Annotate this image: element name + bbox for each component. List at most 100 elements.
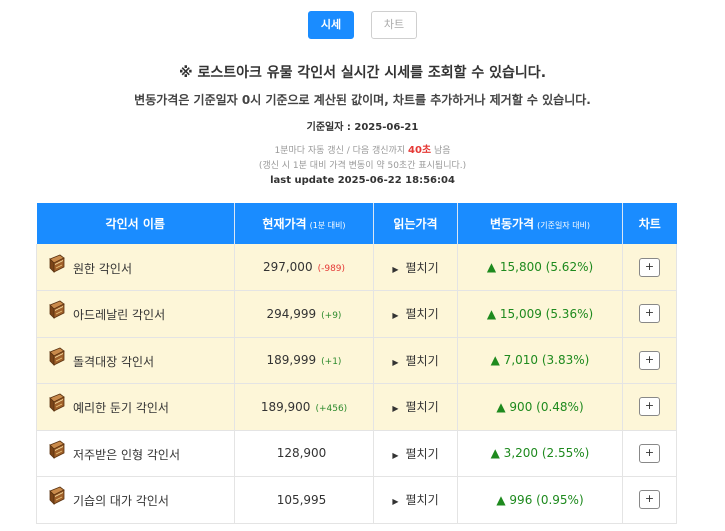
play-triangle-icon: ▶: [392, 264, 399, 274]
expand-label: 펼치기: [405, 446, 439, 461]
expand-label: 펼치기: [405, 353, 439, 368]
change-value: ▲ 900 (0.48%): [496, 399, 584, 414]
page-headline: ※ 로스트아크 유물 각인서 실시간 시세를 조회할 수 있습니다.: [178, 65, 547, 81]
cell-chart: +: [622, 244, 677, 291]
cell-name: 저주받은 인형 각인서: [36, 430, 235, 477]
header-change[interactable]: 변동가격 (기준일자 대비): [457, 203, 623, 244]
table-row: 아드레날린 각인서 294,999 (+9) ▶ 펼치기 ▲ 15,009 (5.36%)…: [36, 290, 677, 338]
tab-bar: 시세 차트: [0, 11, 725, 39]
cell-change: ▲ 996 (0.95%): [457, 476, 623, 524]
expand-toggle[interactable]: ▶ 펼치기: [392, 400, 438, 414]
current-price: 189,900: [260, 399, 311, 414]
cell-current-price: 105,995: [234, 476, 374, 524]
header-name[interactable]: 각인서 이름: [36, 203, 235, 244]
header-change-sub: (기준일자 대비): [537, 221, 591, 230]
play-triangle-icon: ▶: [392, 450, 399, 460]
current-price: 189,999: [266, 353, 317, 368]
table-row: 예리한 둔기 각인서 189,900 (+456) ▶ 펼치기 ▲ 900 (0.48%)…: [36, 383, 677, 431]
add-chart-button[interactable]: +: [639, 257, 660, 277]
change-value: ▲ 15,800 (5.62%): [486, 260, 594, 274]
cell-read-price[interactable]: ▶ 펼치기: [373, 476, 458, 524]
refresh-status: 1분마다 자동 갱신 / 다음 갱신까지 40초 남음: [0, 141, 725, 156]
price-delta: (+456): [315, 403, 348, 414]
header-change-label: 변동가격: [489, 217, 535, 231]
table-row: 원한 각인서 297,000 (-989) ▶ 펼치기 ▲ 15,800 (5.62%) +: [36, 244, 677, 291]
cell-change: ▲ 900 (0.48%): [457, 383, 623, 431]
cell-current-price: 189,900 (+456): [234, 383, 374, 431]
engraving-book-icon: [47, 347, 66, 368]
expand-toggle[interactable]: ▶ 펼치기: [392, 447, 438, 461]
play-triangle-icon: ▶: [392, 357, 399, 367]
cell-read-price[interactable]: ▶ 펼치기: [373, 337, 458, 384]
add-chart-button[interactable]: +: [639, 350, 660, 370]
current-price: 128,900: [276, 446, 327, 461]
cell-name: 기습의 대가 각인서: [36, 476, 235, 524]
cell-read-price[interactable]: ▶ 펼치기: [373, 430, 458, 477]
header-read[interactable]: 읽는가격: [373, 203, 458, 244]
cell-chart: +: [622, 337, 677, 384]
engraving-book-icon: [47, 300, 66, 321]
cell-name: 원한 각인서: [36, 244, 235, 291]
table-row: 기습의 대가 각인서 105,995 ▶ 펼치기 ▲ 996 (0.95%) +: [36, 476, 677, 524]
header-current-label: 현재가격: [262, 217, 307, 231]
cell-change: ▲ 7,010 (3.83%): [457, 337, 623, 384]
cell-name: 예리한 둔기 각인서: [36, 383, 235, 431]
change-value: ▲ 7,010 (3.83%): [490, 353, 590, 368]
expand-label: 펼치기: [405, 493, 439, 508]
current-price: 297,000: [262, 260, 313, 274]
add-chart-button[interactable]: +: [639, 304, 660, 324]
cell-current-price: 297,000 (-989): [234, 244, 374, 291]
expand-toggle[interactable]: ▶ 펼치기: [392, 307, 438, 321]
engraving-name: 기습의 대가 각인서: [73, 494, 169, 509]
header-chart: 차트: [622, 203, 677, 244]
header-name-label: 각인서 이름: [105, 217, 165, 231]
expand-label: 펼치기: [405, 260, 439, 275]
engraving-book-icon: [47, 486, 66, 507]
cell-read-price[interactable]: ▶ 펼치기: [373, 383, 458, 431]
play-triangle-icon: ▶: [392, 311, 399, 321]
last-update: last update 2025-06-22 18:56:04: [270, 175, 455, 186]
engraving-name: 돌격대장 각인서: [73, 354, 155, 369]
refresh-suffix: 남음: [431, 146, 451, 156]
cell-read-price[interactable]: ▶ 펼치기: [373, 290, 458, 338]
cell-change: ▲ 15,800 (5.62%): [457, 244, 623, 291]
cell-chart: +: [622, 290, 677, 338]
engraving-book-icon: [47, 254, 66, 275]
tab-price[interactable]: 시세: [307, 11, 354, 39]
expand-label: 펼치기: [405, 400, 439, 415]
page-subline: 변동가격은 기준일자 0시 기준으로 계산된 값이며, 차트를 추가하거나 제거…: [134, 93, 591, 107]
expand-toggle[interactable]: ▶ 펼치기: [392, 493, 438, 507]
cell-read-price[interactable]: ▶ 펼치기: [373, 244, 458, 291]
current-price: 105,995: [276, 492, 327, 507]
table-header-row: 각인서 이름 현재가격 (1분 대비) 읽는가격 변동가격 (기준일자 대비) 차트: [36, 203, 677, 244]
cell-current-price: 128,900: [234, 430, 374, 477]
header-read-label: 읽는가격: [393, 217, 438, 231]
current-price: 294,999: [266, 306, 317, 321]
cell-name: 아드레날린 각인서: [36, 290, 235, 338]
engraving-name: 원한 각인서: [73, 261, 133, 276]
add-chart-button[interactable]: +: [639, 490, 660, 510]
cell-chart: +: [622, 430, 677, 477]
price-table: 각인서 이름 현재가격 (1분 대비) 읽는가격 변동가격 (기준일자 대비) 차트…: [36, 203, 677, 524]
engraving-name: 아드레날린 각인서: [73, 308, 166, 323]
engraving-name: 예리한 둔기 각인서: [73, 401, 169, 416]
change-value: ▲ 3,200 (2.55%): [490, 446, 590, 461]
refresh-prefix: 1분마다 자동 갱신 / 다음 갱신까지: [274, 146, 409, 156]
table-row: 돌격대장 각인서 189,999 (+1) ▶ 펼치기 ▲ 7,010 (3.83%) +: [36, 337, 677, 384]
expand-label: 펼치기: [405, 307, 439, 322]
expand-toggle[interactable]: ▶ 펼치기: [392, 354, 438, 368]
cell-current-price: 189,999 (+1): [234, 337, 374, 384]
add-chart-button[interactable]: +: [639, 397, 660, 417]
play-triangle-icon: ▶: [392, 497, 399, 507]
cell-change: ▲ 15,009 (5.36%): [457, 290, 623, 338]
price-delta: (-989): [317, 264, 346, 274]
table-row: 저주받은 인형 각인서 128,900 ▶ 펼치기 ▲ 3,200 (2.55%) +: [36, 430, 677, 477]
engraving-book-icon: [47, 440, 66, 461]
expand-toggle[interactable]: ▶ 펼치기: [392, 261, 438, 275]
refresh-countdown: 40초: [408, 145, 432, 156]
cell-current-price: 294,999 (+9): [234, 290, 374, 338]
cell-change: ▲ 3,200 (2.55%): [457, 430, 623, 477]
header-current[interactable]: 현재가격 (1분 대비): [234, 203, 374, 244]
add-chart-button[interactable]: +: [639, 443, 660, 463]
tab-chart[interactable]: 차트: [371, 11, 418, 39]
